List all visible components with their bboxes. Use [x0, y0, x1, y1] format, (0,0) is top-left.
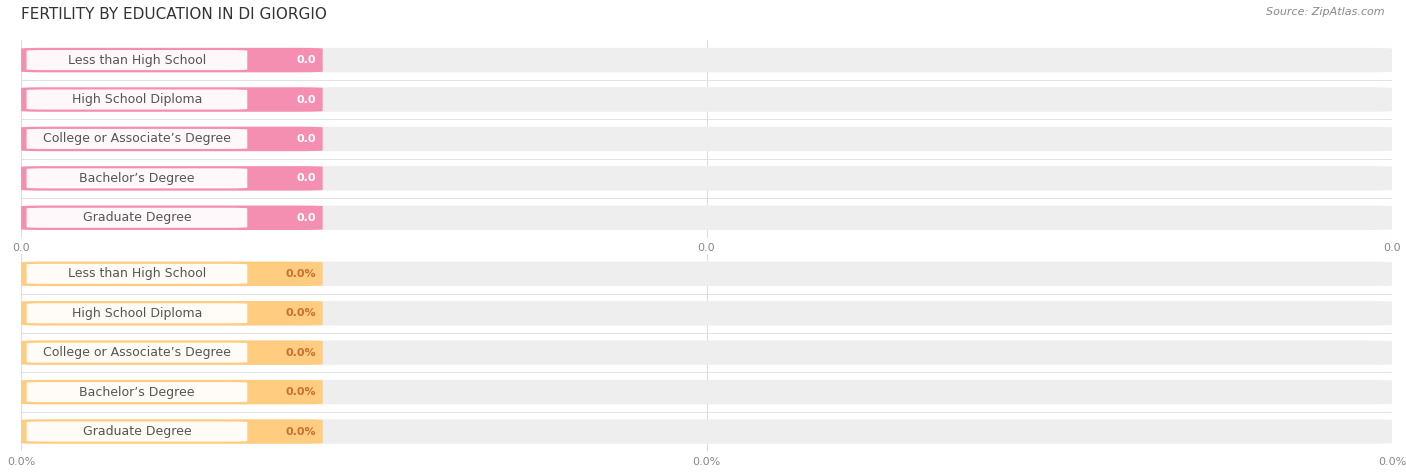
FancyBboxPatch shape — [27, 382, 247, 402]
FancyBboxPatch shape — [21, 87, 323, 112]
Text: 0.0: 0.0 — [297, 213, 316, 223]
Text: Graduate Degree: Graduate Degree — [83, 425, 191, 438]
FancyBboxPatch shape — [27, 264, 247, 284]
FancyBboxPatch shape — [21, 48, 323, 72]
Text: Less than High School: Less than High School — [67, 54, 207, 67]
FancyBboxPatch shape — [21, 341, 323, 365]
FancyBboxPatch shape — [27, 342, 247, 363]
FancyBboxPatch shape — [21, 206, 323, 230]
Text: 0.0%: 0.0% — [285, 269, 316, 279]
FancyBboxPatch shape — [21, 262, 323, 286]
FancyBboxPatch shape — [27, 421, 247, 442]
FancyBboxPatch shape — [21, 341, 1392, 365]
FancyBboxPatch shape — [21, 419, 323, 444]
FancyBboxPatch shape — [21, 380, 323, 404]
Text: High School Diploma: High School Diploma — [72, 307, 202, 320]
Text: FERTILITY BY EDUCATION IN DI GIORGIO: FERTILITY BY EDUCATION IN DI GIORGIO — [21, 7, 328, 22]
FancyBboxPatch shape — [21, 48, 1392, 72]
FancyBboxPatch shape — [21, 87, 1392, 112]
Text: Bachelor’s Degree: Bachelor’s Degree — [79, 172, 194, 185]
Text: 0.0%: 0.0% — [285, 427, 316, 437]
Text: College or Associate’s Degree: College or Associate’s Degree — [44, 346, 231, 359]
Text: 0.0: 0.0 — [297, 134, 316, 144]
Text: Source: ZipAtlas.com: Source: ZipAtlas.com — [1267, 7, 1385, 17]
FancyBboxPatch shape — [21, 127, 323, 151]
Text: Less than High School: Less than High School — [67, 267, 207, 280]
Text: 0.0: 0.0 — [297, 55, 316, 65]
Text: 0.0%: 0.0% — [285, 308, 316, 318]
FancyBboxPatch shape — [27, 50, 247, 70]
Text: 0.0: 0.0 — [297, 173, 316, 183]
FancyBboxPatch shape — [27, 129, 247, 149]
FancyBboxPatch shape — [21, 419, 1392, 444]
FancyBboxPatch shape — [27, 303, 247, 323]
FancyBboxPatch shape — [21, 262, 1392, 286]
FancyBboxPatch shape — [21, 166, 1392, 190]
Text: Bachelor’s Degree: Bachelor’s Degree — [79, 386, 194, 399]
FancyBboxPatch shape — [21, 127, 1392, 151]
Text: High School Diploma: High School Diploma — [72, 93, 202, 106]
Text: 0.0: 0.0 — [297, 95, 316, 104]
Text: 0.0%: 0.0% — [285, 348, 316, 358]
FancyBboxPatch shape — [27, 89, 247, 110]
Text: Graduate Degree: Graduate Degree — [83, 211, 191, 224]
FancyBboxPatch shape — [21, 380, 1392, 404]
FancyBboxPatch shape — [27, 208, 247, 228]
FancyBboxPatch shape — [21, 206, 1392, 230]
FancyBboxPatch shape — [27, 168, 247, 189]
Text: 0.0%: 0.0% — [285, 387, 316, 397]
FancyBboxPatch shape — [21, 301, 323, 325]
FancyBboxPatch shape — [21, 301, 1392, 325]
FancyBboxPatch shape — [21, 166, 323, 190]
Text: College or Associate’s Degree: College or Associate’s Degree — [44, 133, 231, 145]
